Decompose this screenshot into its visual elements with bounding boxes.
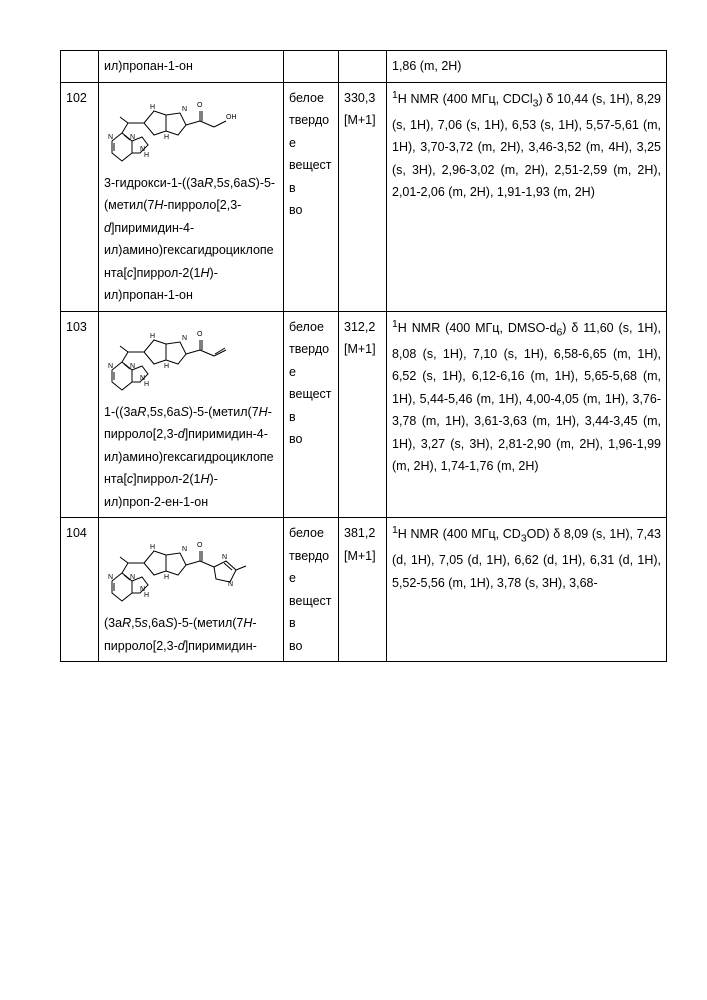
compound-table: ил)пропан-1-он1,86 (m, 2H)102 HN NN HH N… (60, 50, 667, 662)
svg-text:H: H (144, 152, 149, 159)
svg-text:N: N (182, 106, 187, 113)
cell-ms: 381,2[M+1] (339, 518, 387, 662)
compound-name: 3-гидрокси-1-((3aR,5s,6aS)-5-(метил(7H-п… (104, 172, 278, 307)
cell-id: 104 (61, 518, 99, 662)
svg-text:OH: OH (226, 114, 237, 121)
structure-diagram: HN NN HH N O NN (104, 526, 278, 606)
svg-text:N: N (182, 335, 187, 342)
table-row: ил)пропан-1-он 1,86 (m, 2H) (61, 51, 667, 83)
svg-text:N: N (228, 581, 233, 588)
svg-text:O: O (197, 542, 203, 549)
cell-compound: HN NN HH N O OH 3-гидрокси-1-((3aR,5s,6a… (99, 82, 284, 311)
table-row: 102 HN NN HH N O OH 3-гидрокси-1-((3aR,5… (61, 82, 667, 311)
svg-text:H: H (164, 574, 169, 581)
svg-text:H: H (144, 592, 149, 599)
cell-id: 103 (61, 311, 99, 518)
svg-text:N: N (140, 146, 145, 153)
cell-id (61, 51, 99, 83)
svg-text:H: H (150, 104, 155, 111)
svg-text:N: N (140, 375, 145, 382)
svg-text:H: H (150, 544, 155, 551)
cell-appearance: белое твердое веществво (284, 311, 339, 518)
cell-appearance: белое твердое веществво (284, 82, 339, 311)
cell-compound: ил)пропан-1-он (99, 51, 284, 83)
cell-nmr: 1,86 (m, 2H) (387, 51, 667, 83)
cell-ms: 312,2[M+1] (339, 311, 387, 518)
cell-id: 102 (61, 82, 99, 311)
svg-text:H: H (144, 381, 149, 388)
table-row: 104 HN NN HH N O NN (3aR,5s,6aS)-5-(мети… (61, 518, 667, 662)
structure-diagram: HN NN HH N O (104, 320, 278, 395)
svg-text:N: N (108, 134, 113, 141)
cell-ms (339, 51, 387, 83)
cell-compound: HN NN HH N O NN (3aR,5s,6aS)-5-(метил(7H… (99, 518, 284, 662)
table-row: 103 HN NN HH N O 1-((3aR,5s,6aS)-5-(мети… (61, 311, 667, 518)
svg-text:N: N (130, 134, 135, 141)
table-body: ил)пропан-1-он1,86 (m, 2H)102 HN NN HH N… (61, 51, 667, 662)
svg-text:N: N (140, 586, 145, 593)
svg-text:H: H (164, 363, 169, 370)
cell-compound: HN NN HH N O 1-((3aR,5s,6aS)-5-(метил(7H… (99, 311, 284, 518)
svg-text:N: N (108, 363, 113, 370)
cell-nmr: 1H NMR (400 МГц, DMSO-d6) δ 11,60 (s, 1H… (387, 311, 667, 518)
compound-name: 1-((3aR,5s,6aS)-5-(метил(7H-пирроло[2,3-… (104, 401, 278, 514)
cell-nmr: 1H NMR (400 МГц, CDCl3) δ 10,44 (s, 1H),… (387, 82, 667, 311)
cell-nmr: 1H NMR (400 МГц, CD3OD) δ 8,09 (s, 1H), … (387, 518, 667, 662)
svg-text:H: H (150, 333, 155, 340)
svg-text:N: N (130, 574, 135, 581)
svg-text:N: N (222, 554, 227, 561)
svg-text:O: O (197, 331, 203, 338)
compound-name: ил)пропан-1-он (104, 55, 278, 78)
cell-appearance: белое твердое веществво (284, 518, 339, 662)
compound-name: (3aR,5s,6aS)-5-(метил(7H-пирроло[2,3-d]п… (104, 612, 278, 657)
cell-appearance (284, 51, 339, 83)
svg-text:H: H (164, 134, 169, 141)
svg-text:N: N (108, 574, 113, 581)
structure-diagram: HN NN HH N O OH (104, 91, 278, 166)
svg-text:N: N (182, 546, 187, 553)
svg-text:N: N (130, 363, 135, 370)
svg-text:O: O (197, 102, 203, 109)
document-page: ил)пропан-1-он1,86 (m, 2H)102 HN NN HH N… (0, 0, 707, 1000)
cell-ms: 330,3[M+1] (339, 82, 387, 311)
